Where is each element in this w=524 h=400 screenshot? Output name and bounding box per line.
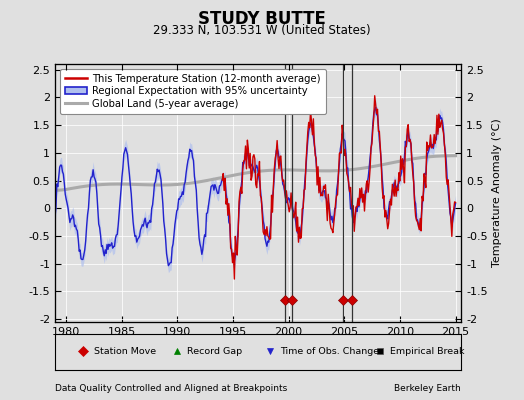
Text: Record Gap: Record Gap [187,347,242,356]
Legend: This Temperature Station (12-month average), Regional Expectation with 95% uncer: This Temperature Station (12-month avera… [60,69,325,114]
Text: Station Move: Station Move [94,347,156,356]
Text: Data Quality Controlled and Aligned at Breakpoints: Data Quality Controlled and Aligned at B… [55,384,287,393]
Text: Empirical Break: Empirical Break [390,347,465,356]
Text: 29.333 N, 103.531 W (United States): 29.333 N, 103.531 W (United States) [153,24,371,37]
Text: Berkeley Earth: Berkeley Earth [395,384,461,393]
Text: STUDY BUTTE: STUDY BUTTE [198,10,326,28]
Text: Time of Obs. Change: Time of Obs. Change [280,347,379,356]
Y-axis label: Temperature Anomaly (°C): Temperature Anomaly (°C) [492,119,502,267]
